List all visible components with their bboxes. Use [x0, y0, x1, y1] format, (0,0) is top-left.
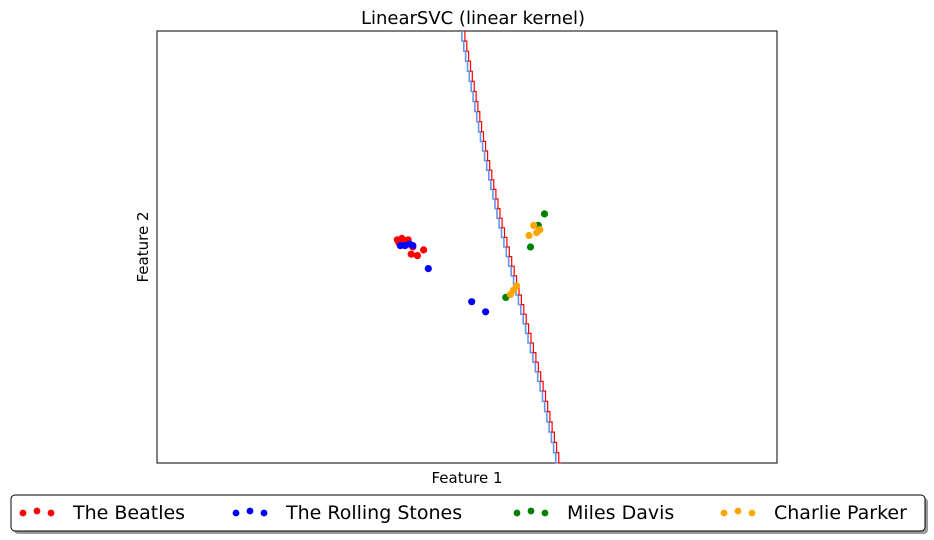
legend-marker-2-2 [541, 509, 549, 517]
data-point-series-3-3 [525, 231, 533, 240]
data-point-series-1-4 [424, 265, 432, 273]
data-point-series-3-0 [530, 221, 538, 229]
legend-marker-0-1 [33, 507, 41, 515]
data-point-series-0-6 [407, 250, 415, 258]
legend-marker-1-1 [246, 507, 254, 515]
boundary-line-red [464, 31, 561, 464]
legend-items: The Beatles The Rolling Stones Miles Davis… [19, 502, 907, 524]
data-point-series-0-7 [413, 252, 421, 260]
legend-marker-3-0 [720, 509, 728, 517]
legend-marker-0-2 [47, 509, 55, 517]
legend-marker-1-0 [232, 509, 240, 517]
legend-label-3: Charlie Parker [774, 502, 907, 524]
legend-label-2: Miles Davis [567, 502, 674, 524]
data-point-series-1-3 [409, 242, 417, 250]
data-point-series-1-6 [482, 308, 490, 316]
data-point-series-2-2 [540, 210, 549, 218]
legend-label-0: The Beatles [72, 502, 185, 524]
data-point-series-3-5 [506, 290, 514, 299]
decision-boundary [461, 31, 561, 464]
legend-marker-3-2 [748, 509, 756, 517]
legend-marker-3-1 [734, 507, 742, 515]
legend-marker-0-0 [19, 509, 27, 517]
legend-box [10, 494, 926, 532]
data-point-series-3-2 [533, 229, 541, 237]
plot-area [156, 30, 778, 464]
legend-label-1: The Rolling Stones [285, 502, 462, 524]
data-point-series-1-5 [468, 298, 476, 306]
y-axis-label: Feature 2 [134, 212, 152, 283]
data-point-series-2-1 [526, 243, 535, 251]
legend-marker-1-2 [260, 509, 268, 517]
data-points [393, 210, 549, 316]
legend-marker-2-1 [527, 507, 535, 515]
legend-marker-2-0 [513, 509, 521, 517]
data-point-series-3-6 [513, 282, 521, 290]
chart-title: LinearSVC (linear kernel) [361, 8, 585, 29]
data-point-series-0-5 [420, 246, 428, 254]
x-axis-label: Feature 1 [432, 469, 503, 487]
legend: The Beatles The Rolling Stones Miles Davis… [10, 494, 928, 534]
